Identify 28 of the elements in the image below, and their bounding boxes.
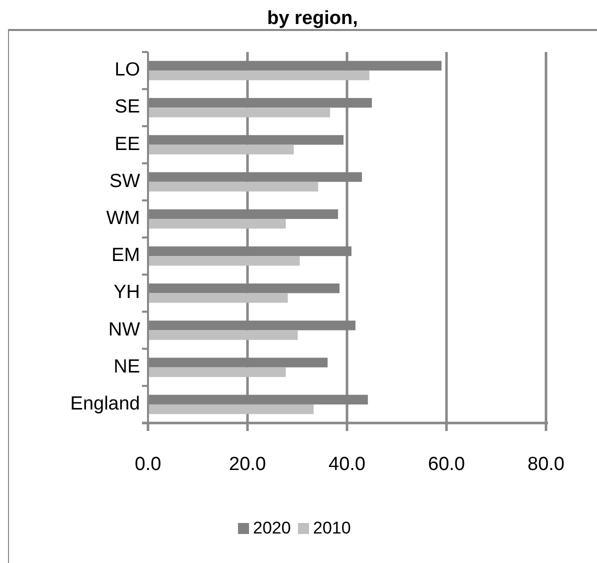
bar — [148, 404, 314, 414]
x-tick-label: 20.0 — [229, 454, 266, 476]
y-tick-label: LO — [114, 60, 140, 81]
chart-title: by region, — [267, 8, 358, 29]
bar — [148, 70, 370, 80]
y-tick-label: EM — [112, 245, 140, 266]
bar — [148, 182, 318, 192]
x-tick-label: 80.0 — [528, 454, 564, 476]
bar — [148, 256, 300, 266]
y-tick-label: NW — [108, 319, 140, 340]
y-tick-label: EE — [114, 134, 140, 155]
y-tick-label: SE — [114, 96, 140, 118]
bar — [148, 367, 286, 377]
y-tick-label: England — [70, 393, 140, 414]
x-tick-label: 40.0 — [328, 454, 366, 476]
x-tick-label: 0.0 — [134, 454, 162, 476]
bar — [148, 293, 288, 303]
y-tick-label: YH — [114, 282, 140, 304]
x-tick-label: 60.0 — [428, 454, 465, 476]
bar — [148, 144, 294, 154]
legend-label: 2020 — [253, 518, 291, 538]
bar — [148, 108, 330, 118]
bar — [148, 218, 286, 229]
y-tick-label: NE — [114, 356, 140, 378]
legend-label: 2010 — [313, 518, 351, 538]
bar — [148, 330, 298, 340]
y-tick-label: WM — [106, 208, 140, 229]
y-tick-label: SW — [109, 170, 140, 192]
